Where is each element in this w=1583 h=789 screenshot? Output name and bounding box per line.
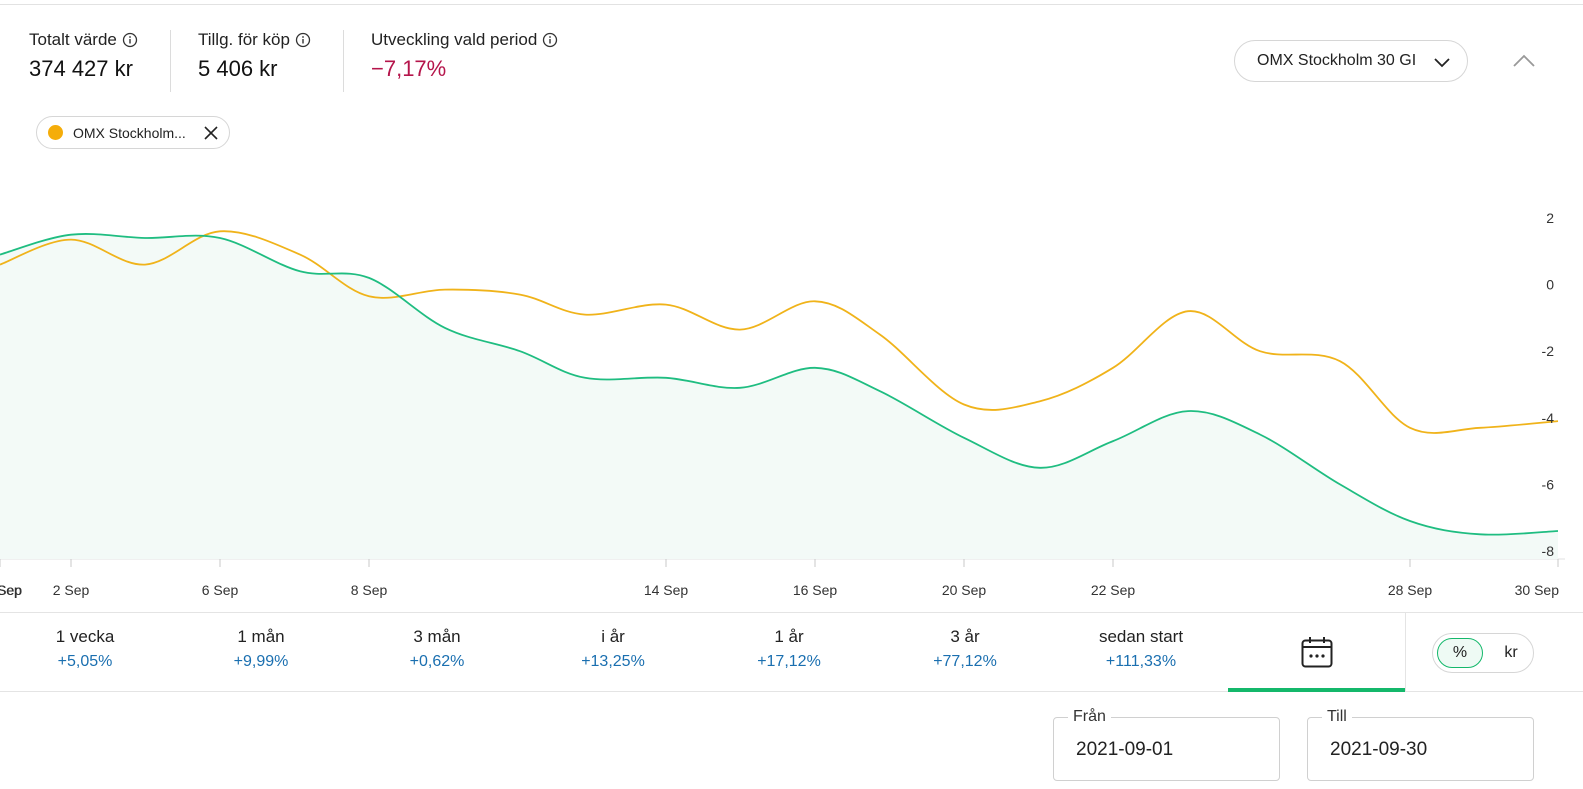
active-tab-indicator	[1228, 688, 1405, 692]
index-select-dropdown[interactable]: OMX Stockholm 30 GI	[1234, 40, 1468, 82]
period-item[interactable]: 1 mån +9,99%	[191, 627, 331, 671]
from-date-label: Från	[1068, 708, 1111, 726]
period-selector: 1 vecka +5,05% 1 mån +9,99% 3 mån +0,62% i år +…	[0, 612, 1583, 692]
unit-percent-button[interactable]: %	[1437, 638, 1483, 668]
available-amount: 5 406 kr	[198, 56, 278, 81]
chevron-up-icon[interactable]	[1510, 50, 1538, 72]
period-return: +0,62%	[409, 653, 465, 670]
to-date-field: Till	[1307, 708, 1534, 781]
x-tick-label: 8 Sep	[351, 582, 388, 598]
total-value-label: Totalt värde	[29, 30, 117, 49]
y-tick-label: -6	[1542, 476, 1555, 492]
period-label: 1 år	[774, 627, 804, 646]
period-label: 3 år	[950, 627, 980, 646]
custom-range-tab[interactable]	[1228, 613, 1405, 692]
period-return: +5,05%	[57, 653, 113, 670]
period-return: +77,12%	[933, 653, 997, 670]
y-tick-label: 2	[1546, 210, 1554, 226]
y-tick-label: -8	[1542, 543, 1555, 559]
period-label: sedan start	[1098, 627, 1184, 646]
calendar-icon	[1301, 637, 1333, 668]
unit-toggle: % kr	[1432, 633, 1534, 673]
period-return: +17,12%	[757, 653, 821, 670]
development-label: Utveckling vald period	[371, 30, 538, 49]
index-select-value: OMX Stockholm 30 GI	[1257, 52, 1417, 69]
period-label: i år	[601, 627, 625, 646]
chevron-down-icon	[1434, 58, 1450, 68]
comparison-chip[interactable]: OMX Stockholm...	[36, 116, 230, 149]
period-item[interactable]: sedan start +111,33%	[1071, 627, 1211, 671]
close-icon[interactable]	[203, 125, 219, 141]
x-tick-label: 6 Sep	[202, 582, 239, 598]
x-tick-label: 30 Sep	[1515, 582, 1560, 598]
period-label: 1 mån	[237, 627, 285, 646]
top-divider	[0, 4, 1583, 5]
info-icon[interactable]	[542, 32, 558, 48]
total-value-stat: Totalt värde 374 427 kr	[29, 30, 138, 82]
period-item[interactable]: 3 mån +0,62%	[367, 627, 507, 671]
y-tick-label: 0	[1546, 277, 1554, 293]
portfolio-area	[0, 233, 1558, 559]
period-return: +13,25%	[581, 653, 645, 670]
to-date-label: Till	[1322, 708, 1352, 726]
period-item[interactable]: i år +13,25%	[543, 627, 683, 671]
to-date-input[interactable]	[1328, 738, 1522, 762]
period-item[interactable]: 1 vecka +5,05%	[15, 627, 155, 671]
total-value-amount: 374 427 kr	[29, 56, 133, 81]
comparison-chip-label: OMX Stockholm...	[73, 124, 186, 141]
development-value: −7,17%	[371, 56, 447, 81]
period-label: 3 mån	[413, 627, 461, 646]
performance-chart: 2 0 -2 -4 -6 -8 2 Sep 6 Sep 8 Sep 11 Sep 14 Sep 16 …	[0, 210, 1565, 598]
x-tick-label: 20 Sep	[942, 582, 987, 598]
from-date-field: Från	[1053, 708, 1280, 781]
stat-divider	[343, 30, 344, 92]
portfolio-line	[0, 233, 1559, 536]
y-tick-label: -4	[1542, 410, 1555, 426]
from-date-input[interactable]	[1074, 738, 1268, 762]
period-label: 1 vecka	[55, 627, 115, 646]
x-tick-label: 14 Sep	[644, 582, 689, 598]
x-tick-label: 28 Sep	[1388, 582, 1433, 598]
x-tick-label: 2 Sep	[53, 582, 90, 598]
stat-divider	[170, 30, 171, 92]
y-tick-label: -2	[1542, 343, 1555, 359]
x-tick-label: 22 Sep	[1091, 582, 1136, 598]
available-label: Tillg. för köp	[198, 30, 290, 49]
period-return: +9,99%	[233, 653, 289, 670]
period-item[interactable]: 1 år +17,12%	[719, 627, 859, 671]
available-stat: Tillg. för köp 5 406 kr	[198, 30, 311, 82]
unit-currency-button[interactable]: kr	[1504, 644, 1518, 661]
info-icon[interactable]	[295, 32, 311, 48]
x-tick-label: 11 Sep	[0, 582, 22, 598]
period-item[interactable]: 3 år +77,12%	[895, 627, 1035, 671]
x-tick-label: 25 Sep	[0, 582, 22, 598]
index-line	[0, 230, 1559, 434]
period-return: +111,33%	[1105, 653, 1177, 670]
unit-divider	[1405, 613, 1406, 692]
series-color-dot	[48, 125, 63, 140]
info-icon[interactable]	[122, 32, 138, 48]
development-stat: Utveckling vald period −7,17%	[371, 30, 558, 82]
x-tick-label: 16 Sep	[793, 582, 838, 598]
